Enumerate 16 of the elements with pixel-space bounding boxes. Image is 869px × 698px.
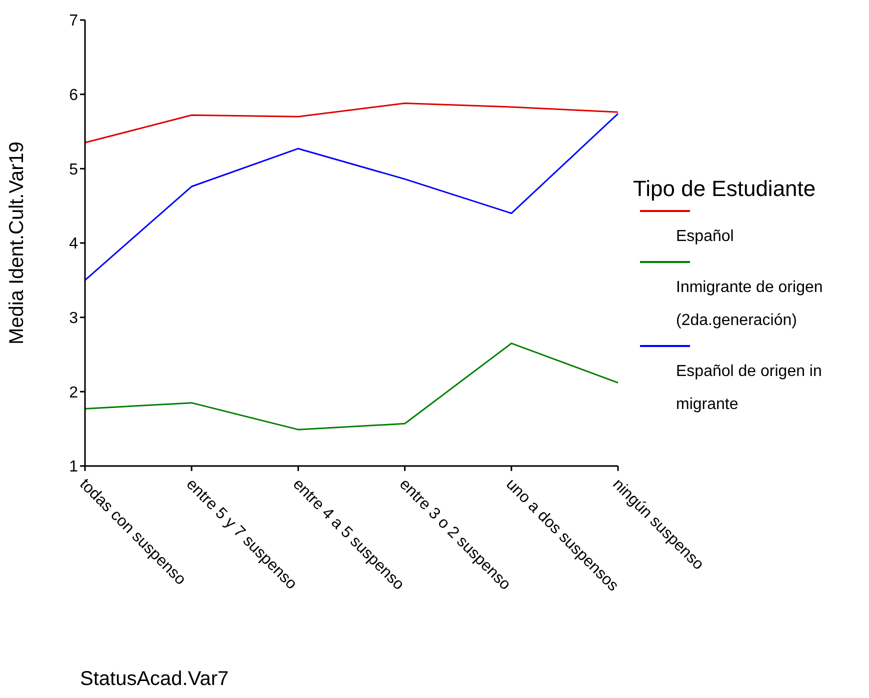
- legend-label: Español: [676, 227, 735, 247]
- legend-title: Tipo de Estudiante: [633, 176, 817, 202]
- y-axis-title: Media Ident.Cult.Var19: [6, 141, 28, 345]
- legend-label: Inmigrante de origen (2da.generación): [676, 278, 824, 331]
- y-tick-label: 7: [69, 12, 78, 30]
- x-axis-title: StatusAcad.Var7: [80, 668, 229, 691]
- y-tick-label: 1: [69, 458, 78, 476]
- line-series: [84, 102, 619, 144]
- y-tick-label: 2: [69, 384, 78, 402]
- legend-label: Español de origen in migrante: [676, 362, 823, 415]
- line-series: [84, 112, 619, 281]
- y-tick-label: 6: [69, 87, 78, 104]
- y-tick-label: 3: [69, 310, 78, 328]
- line-series: [84, 342, 619, 430]
- y-tick-label: 5: [69, 161, 78, 178]
- y-tick-label: 4: [69, 236, 78, 253]
